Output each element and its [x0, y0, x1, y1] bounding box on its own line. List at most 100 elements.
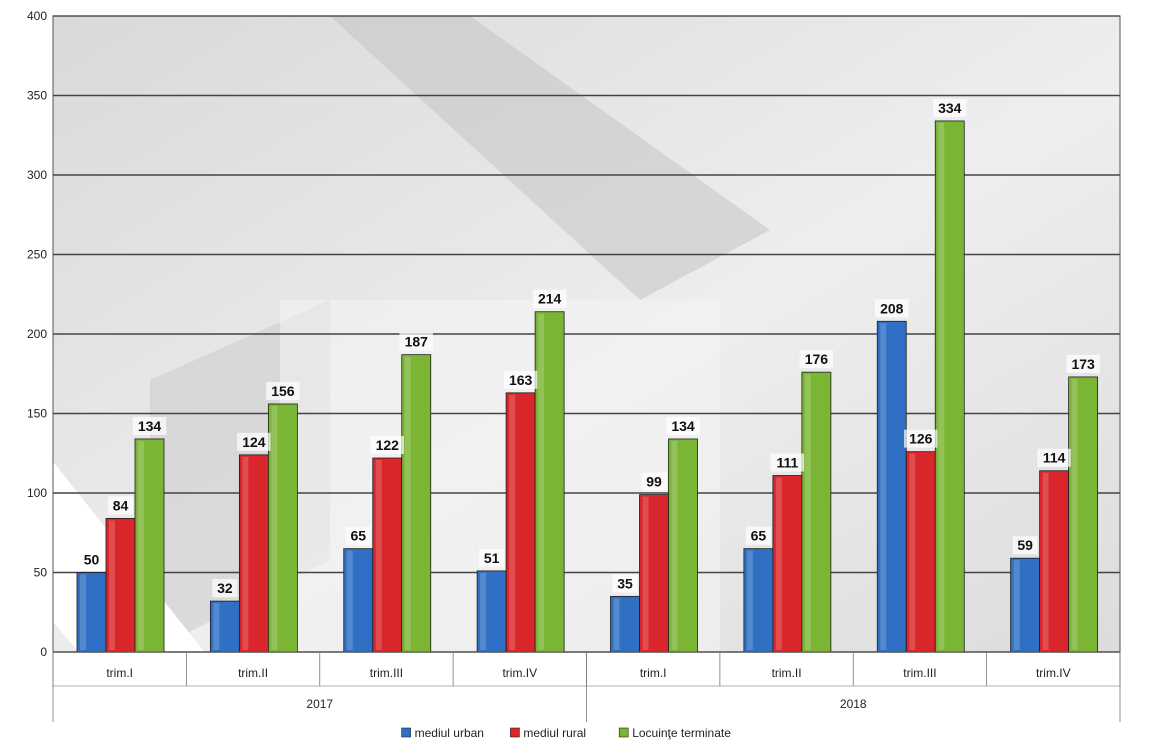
legend-swatch	[401, 727, 411, 738]
data-label-background	[108, 496, 133, 515]
data-label: 134	[671, 418, 695, 434]
data-label-background	[1037, 448, 1071, 467]
data-label: 35	[617, 575, 633, 591]
data-label-background	[1012, 536, 1038, 555]
data-label-background	[799, 350, 834, 369]
y-tick-label: 200	[27, 327, 47, 341]
data-label: 111	[776, 455, 798, 471]
bar-highlight	[909, 453, 916, 650]
bar	[610, 595, 640, 653]
bar	[1039, 470, 1070, 653]
bar-highlight	[938, 122, 945, 650]
data-label: 334	[938, 100, 962, 116]
bar-highlight	[404, 356, 411, 650]
bar	[934, 120, 965, 653]
bar	[1068, 376, 1099, 653]
data-label-background	[370, 436, 404, 455]
legend-label: mediul urban	[415, 726, 484, 740]
data-label-background	[745, 526, 771, 545]
decorative-band	[330, 16, 770, 300]
data-label: 32	[217, 580, 233, 596]
x-tick-label: trim.IV	[502, 666, 537, 680]
bar-highlight	[804, 374, 811, 650]
y-tick-label: 400	[27, 9, 47, 23]
data-label: 187	[405, 334, 429, 350]
y-tick-label: 350	[27, 89, 47, 103]
data-label-background	[345, 526, 371, 545]
y-tick-label: 250	[27, 248, 47, 262]
x-tick-label: trim.I	[106, 666, 133, 680]
bar-highlight	[109, 520, 115, 650]
bar	[772, 475, 803, 653]
data-label: 51	[484, 550, 500, 566]
data-label: 50	[84, 552, 100, 568]
bar-highlight	[242, 456, 249, 650]
x-group-label: 2018	[840, 697, 867, 711]
data-label-background	[237, 432, 271, 451]
bar	[267, 403, 298, 653]
data-label-background	[875, 299, 909, 318]
x-tick-label: trim.I	[640, 666, 667, 680]
data-label-background	[479, 548, 505, 567]
legend-swatch	[618, 727, 629, 738]
bar-highlight	[1071, 378, 1078, 650]
bar-highlight	[1013, 560, 1020, 650]
data-label: 99	[646, 474, 662, 490]
data-label: 84	[113, 497, 129, 513]
bar-highlight	[538, 313, 545, 650]
bar-highlight	[80, 574, 86, 650]
data-label: 114	[1043, 450, 1066, 466]
bar-highlight	[880, 323, 887, 650]
data-label: 214	[538, 291, 562, 307]
data-label: 122	[376, 437, 400, 453]
x-tick-label: trim.II	[772, 666, 802, 680]
data-label-background	[666, 416, 700, 435]
bar-highlight	[642, 496, 649, 650]
bar-highlight	[509, 394, 516, 650]
bar-highlight	[213, 603, 220, 650]
data-label-background	[933, 98, 967, 117]
x-group-label: 2017	[306, 697, 333, 711]
data-label-background	[904, 429, 938, 448]
bar-highlight	[346, 550, 353, 650]
data-label-background	[79, 550, 104, 569]
y-tick-label: 300	[27, 168, 47, 182]
data-label: 173	[1071, 356, 1095, 372]
data-label-background	[503, 370, 538, 389]
bar-highlight	[480, 572, 487, 650]
y-tick-label: 150	[27, 407, 47, 421]
legend-label: Locuinţe terminate	[632, 726, 731, 740]
bar-highlight	[775, 477, 782, 650]
x-tick-label: trim.III	[370, 666, 403, 680]
bar	[876, 320, 907, 653]
data-label: 163	[509, 372, 533, 388]
bar	[668, 438, 698, 653]
bar	[476, 570, 507, 653]
bar	[743, 548, 774, 653]
bar-highlight	[1042, 472, 1049, 650]
x-tick-label: trim.III	[903, 666, 936, 680]
data-label: 65	[751, 528, 767, 544]
data-label: 208	[880, 300, 904, 316]
bar	[801, 371, 832, 653]
bar	[639, 494, 669, 653]
data-label-background	[266, 381, 300, 400]
bar	[209, 600, 240, 653]
data-label-background	[399, 332, 433, 351]
x-tick-label: trim.IV	[1036, 666, 1071, 680]
data-label: 126	[909, 431, 933, 447]
y-tick-label: 0	[40, 645, 47, 659]
bar	[372, 457, 403, 653]
bar-highlight	[613, 598, 620, 650]
y-tick-label: 50	[34, 566, 48, 580]
data-label-background	[212, 579, 238, 598]
bar-highlight	[271, 405, 278, 650]
data-label: 134	[138, 418, 162, 434]
data-label: 176	[805, 351, 829, 367]
data-label-background	[532, 289, 567, 308]
x-tick-label: trim.II	[238, 666, 268, 680]
data-label-background	[770, 453, 805, 472]
legend-label: mediul rural	[523, 726, 586, 740]
